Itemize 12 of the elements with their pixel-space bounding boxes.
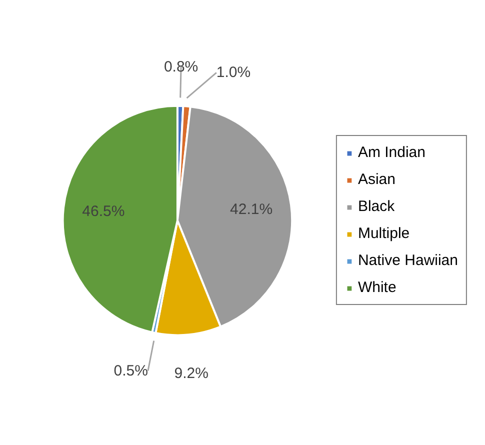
legend-label: White <box>358 279 396 296</box>
data-label: 0.8% <box>164 58 198 76</box>
data-label: 46.5% <box>82 203 125 220</box>
legend-label: Asian <box>358 171 396 188</box>
legend-label: Black <box>358 198 395 215</box>
legend-label: Multiple <box>358 225 410 242</box>
data-label: 1.0% <box>216 64 251 82</box>
data-label: 9.2% <box>174 364 208 382</box>
data-label: 0.5% <box>114 362 148 380</box>
data-label: 42.1% <box>230 201 273 218</box>
legend-label: Am Indian <box>358 144 426 161</box>
legend-label: Native Hawiian <box>358 252 458 269</box>
